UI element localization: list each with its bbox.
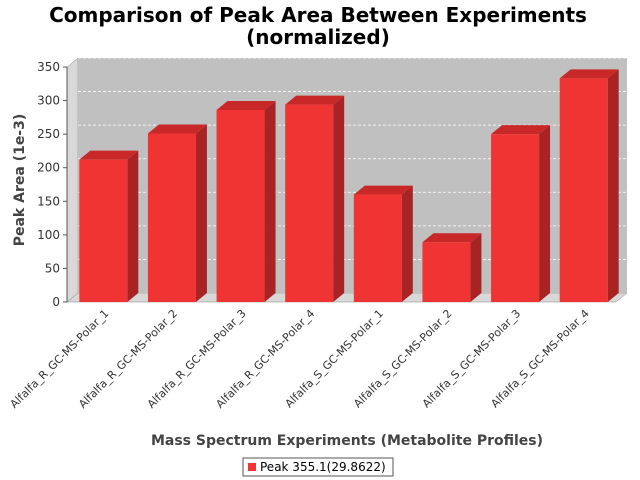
chart-title-line-2: (normalized) (246, 25, 390, 49)
bar (147, 124, 207, 302)
bar-top (147, 124, 207, 134)
bar (491, 125, 551, 303)
bars (79, 69, 619, 303)
bar-front (285, 104, 334, 302)
bar-top (422, 233, 482, 243)
legend-label: Peak 355.1(29.8622) (260, 460, 386, 474)
y-tick-label: 50 (45, 261, 60, 275)
y-tick-label: 250 (37, 127, 60, 141)
legend: Peak 355.1(29.8622) (242, 457, 394, 477)
y-axis-title: Peak Area (1e-3) (12, 114, 28, 247)
bar-front (422, 242, 471, 302)
bar-front (216, 109, 265, 302)
bar-side (470, 233, 482, 302)
y-axis-ticks: 0 50 100 150 200 250 300 350 (37, 60, 68, 309)
bar (285, 95, 345, 302)
x-axis-title: Mass Spectrum Experiments (Metabolite Pr… (151, 433, 543, 449)
bar-top (353, 185, 413, 195)
y-tick-label: 350 (37, 60, 60, 74)
bar-top (285, 95, 345, 105)
bar-side (333, 95, 345, 302)
bar (79, 150, 139, 302)
bar-side (127, 150, 139, 302)
bar-front (559, 78, 608, 303)
legend-swatch (248, 463, 256, 471)
bar (353, 185, 413, 302)
bar-side (195, 124, 207, 302)
bar-front (491, 134, 540, 302)
bar-top (559, 69, 619, 79)
bar-front (79, 159, 128, 302)
y-tick-label: 300 (37, 94, 60, 108)
y-tick-label: 200 (37, 161, 60, 175)
bar-front (147, 133, 196, 302)
y-tick-label: 0 (52, 295, 60, 309)
plot-left-wall (66, 57, 79, 303)
bar-side (264, 100, 276, 302)
bar (216, 100, 276, 302)
bar-top (491, 125, 551, 135)
x-axis-ticks: Alfalfa_R_GC-MS-Polar_1Alfalfa_R_GC-MS-P… (8, 307, 592, 411)
bar-side (539, 125, 551, 303)
bar-side (607, 69, 619, 303)
y-tick-label: 100 (37, 228, 60, 242)
bar (422, 233, 482, 302)
bar (559, 69, 619, 303)
bar-top (216, 100, 276, 110)
bar-front (353, 194, 402, 302)
bar-side (401, 185, 413, 302)
bar-top (79, 150, 139, 160)
y-tick-label: 150 (37, 194, 60, 208)
chart-title-line-1: Comparison of Peak Area Between Experime… (49, 3, 587, 27)
legend-box (242, 457, 394, 477)
